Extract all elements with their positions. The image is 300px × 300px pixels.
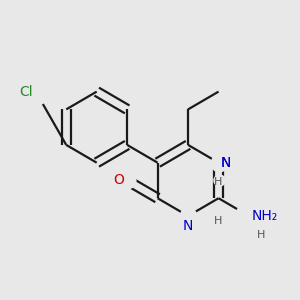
- Text: H: H: [214, 177, 223, 187]
- Text: NH₂: NH₂: [251, 209, 278, 223]
- Text: H: H: [256, 230, 265, 240]
- Text: H: H: [214, 216, 223, 226]
- Text: O: O: [114, 173, 124, 188]
- Text: N: N: [183, 218, 193, 233]
- Text: N: N: [221, 156, 231, 170]
- Text: N: N: [221, 156, 231, 170]
- Text: Cl: Cl: [20, 85, 33, 99]
